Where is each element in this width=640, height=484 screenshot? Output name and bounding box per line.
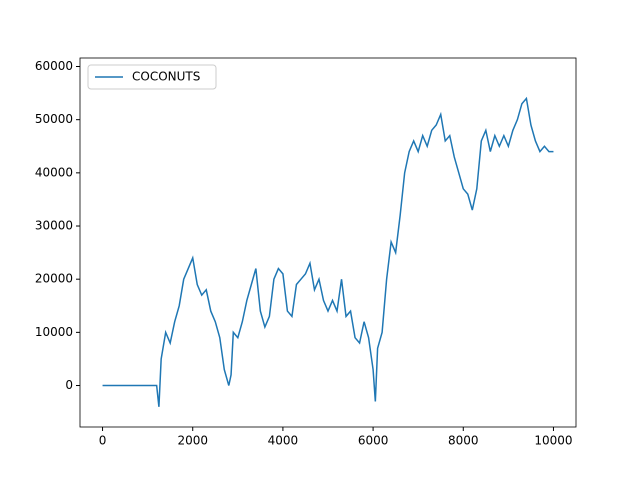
y-tick-label: 0 — [65, 378, 73, 392]
legend-box — [87, 64, 217, 90]
y-tick-label: 50000 — [35, 112, 73, 126]
x-tick-label: 4000 — [268, 434, 299, 448]
x-tick-label: 2000 — [177, 434, 208, 448]
y-tick-label: 20000 — [35, 272, 73, 286]
legend-label: COCONUTS — [132, 70, 200, 84]
data-line — [102, 96, 554, 407]
x-tick-label: 10000 — [534, 434, 572, 448]
x-tick-label: 0 — [99, 434, 107, 448]
x-tick-label: 8000 — [448, 434, 479, 448]
y-tick-label: 60000 — [35, 59, 73, 73]
x-tick-label: 6000 — [358, 434, 389, 448]
y-tick-label: 30000 — [35, 219, 73, 233]
y-tick-label: 10000 — [35, 325, 73, 339]
plot-frame — [79, 57, 577, 428]
y-tick-label: 40000 — [35, 165, 73, 179]
